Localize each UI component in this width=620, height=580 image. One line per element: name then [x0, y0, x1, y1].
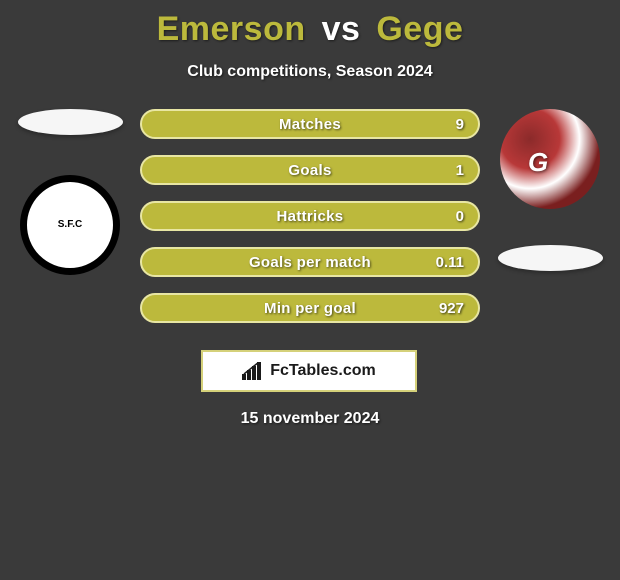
stat-row-goals: Goals 1: [140, 155, 480, 185]
stat-label: Matches: [279, 116, 341, 133]
right-column: G: [490, 109, 610, 271]
stat-label: Goals: [288, 162, 331, 179]
stat-label: Goals per match: [249, 254, 371, 271]
date-label: 15 november 2024: [0, 410, 620, 428]
stats-bars: Matches 9 Goals 1 Hattricks 0 Goals per …: [140, 109, 480, 339]
left-column: S.F.C: [10, 109, 130, 275]
stat-value: 0.11: [436, 254, 464, 271]
stat-label: Min per goal: [264, 300, 356, 317]
player1-name: Emerson: [157, 10, 306, 48]
brand-badge: FcTables.com: [201, 350, 417, 392]
stat-row-min-per-goal: Min per goal 927: [140, 293, 480, 323]
stat-row-goals-per-match: Goals per match 0.11: [140, 247, 480, 277]
right-ellipse: [498, 245, 603, 271]
left-ellipse: [18, 109, 123, 135]
stat-label: Hattricks: [277, 208, 344, 225]
stat-row-matches: Matches 9: [140, 109, 480, 139]
brand-text: FcTables.com: [270, 362, 376, 380]
vs-label: vs: [322, 10, 361, 48]
left-team-badge: S.F.C: [20, 175, 120, 275]
stat-value: 1: [456, 162, 464, 179]
stat-value: 0: [456, 208, 464, 225]
bars-icon: [242, 362, 264, 380]
stat-value: 9: [456, 116, 464, 133]
badge-text: S.F.C: [58, 220, 82, 230]
stat-row-hattricks: Hattricks 0: [140, 201, 480, 231]
right-player-photo: G: [500, 109, 600, 209]
subtitle: Club competitions, Season 2024: [0, 63, 620, 81]
player2-name: Gege: [376, 10, 463, 48]
comparison-title: Emerson vs Gege: [0, 0, 620, 49]
photo-overlay-text: G: [528, 147, 548, 178]
stat-value: 927: [439, 300, 464, 317]
